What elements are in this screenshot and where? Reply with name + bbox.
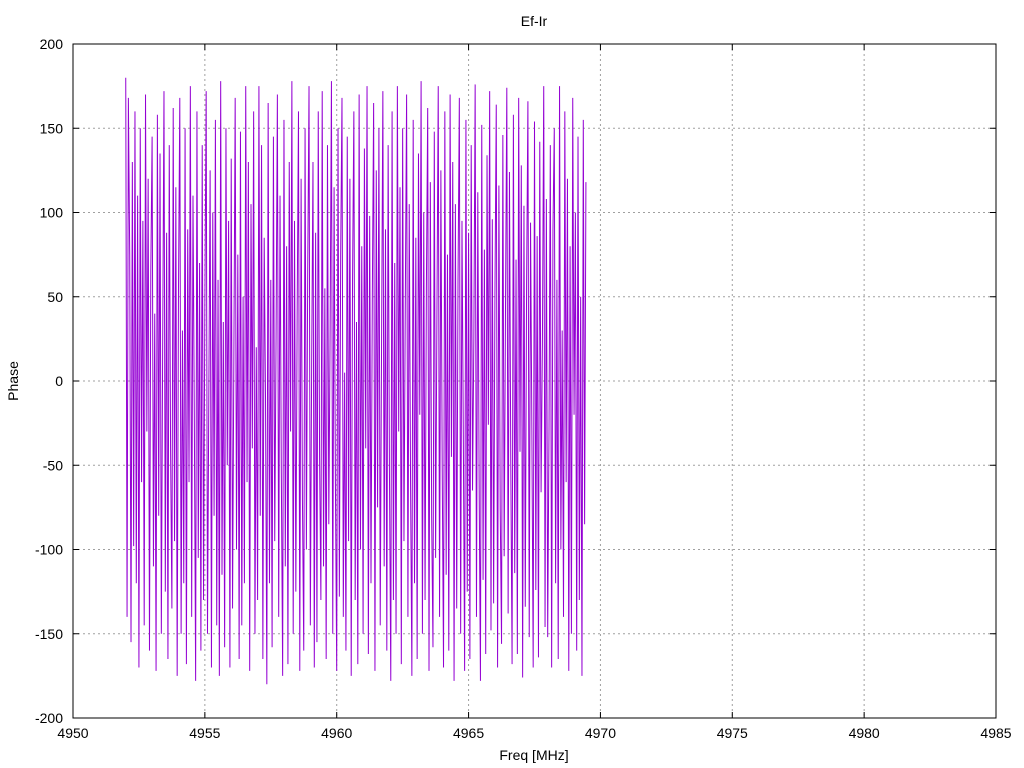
x-tick-label: 4955	[189, 725, 220, 741]
y-tick-label: -200	[35, 710, 63, 726]
series-layer	[125, 77, 587, 685]
ticks: 4950 4955 4960 4965 4970 4975 4980 4985 -200 -150…	[35, 36, 1012, 741]
x-tick-label: 4960	[321, 725, 352, 741]
y-tick-label: -100	[35, 542, 63, 558]
x-tick-label: 4950	[57, 725, 88, 741]
y-tick-label: -150	[35, 626, 63, 642]
phase-series-line	[125, 77, 587, 685]
x-tick-label: 4965	[453, 725, 484, 741]
chart-title: Ef-Ir	[521, 13, 548, 29]
x-tick-label: 4975	[717, 725, 748, 741]
y-tick-label: -50	[43, 457, 63, 473]
y-tick-label: 200	[40, 36, 64, 52]
y-tick-label: 150	[40, 120, 64, 136]
x-tick-label: 4985	[980, 725, 1011, 741]
y-tick-label: 100	[40, 205, 64, 221]
x-tick-label: 4980	[849, 725, 880, 741]
x-tick-label: 4970	[585, 725, 616, 741]
y-tick-label: 0	[55, 373, 63, 389]
x-axis-label: Freq [MHz]	[499, 747, 568, 763]
y-axis-label: Phase	[5, 361, 21, 401]
y-tick-label: 50	[47, 289, 63, 305]
